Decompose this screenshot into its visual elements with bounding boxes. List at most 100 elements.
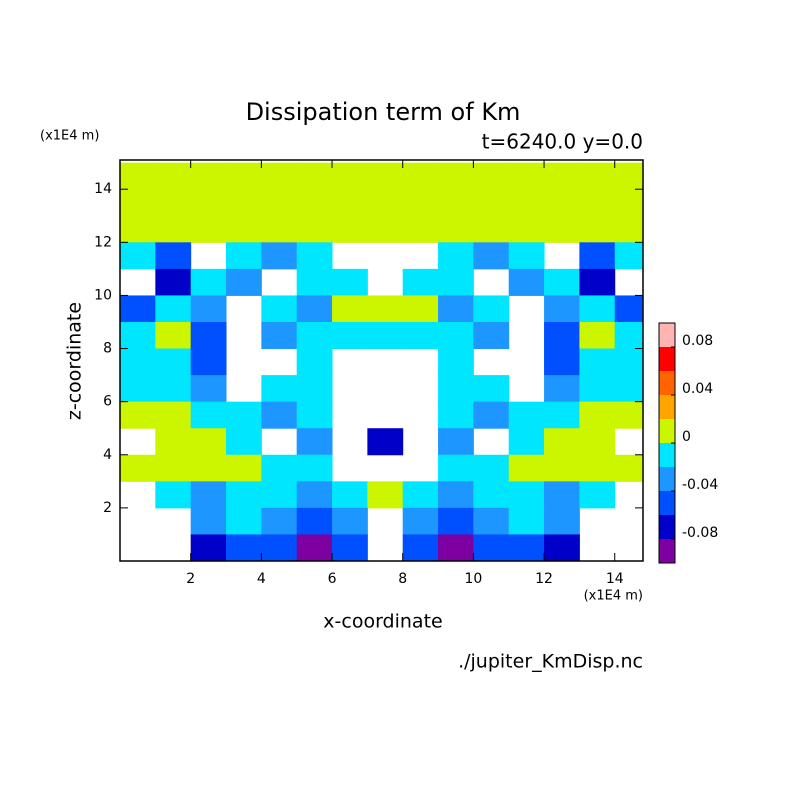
contour-cell [120, 401, 156, 429]
contour-cell [332, 215, 368, 243]
x-tick-label: 2 [186, 571, 195, 587]
contour-cell [367, 162, 404, 190]
contour-cell [190, 534, 227, 562]
x-unit: (x1E4 m) [584, 589, 643, 604]
contour-cell [190, 295, 227, 323]
contour-cell [296, 507, 333, 535]
contour-cell [473, 189, 510, 217]
colorbar-tick-label: 0.08 [682, 333, 713, 349]
contour-cell [438, 348, 474, 376]
colorbar-tick-label: -0.08 [682, 525, 718, 541]
contour-cell [296, 428, 333, 456]
contour-cell [367, 215, 404, 243]
contour-cell [367, 321, 404, 350]
contour-cell [332, 321, 368, 350]
contour-cell [296, 534, 333, 562]
contour-cell [332, 268, 368, 296]
contour-cell [190, 215, 227, 243]
contour-cell [438, 295, 474, 323]
y-tick-label: 6 [103, 394, 112, 410]
contour-cell [332, 162, 368, 190]
contour-cell [226, 215, 262, 243]
contour-cell [190, 507, 227, 535]
contour-cell [155, 481, 192, 509]
contour-cell [226, 481, 262, 509]
contour-cell [544, 481, 580, 509]
contour-cell [614, 375, 644, 403]
colorbar-bin [659, 347, 675, 371]
contour-cell [544, 375, 580, 403]
contour-cell [120, 162, 156, 190]
contour-cell [261, 215, 298, 243]
contour-cell [614, 321, 644, 350]
contour-cell [226, 534, 262, 562]
contour-cell [438, 242, 474, 270]
contour-cell [261, 507, 298, 535]
contour-cell [508, 215, 545, 243]
contour-cell [473, 401, 510, 429]
x-tick-label: 6 [328, 571, 337, 587]
contour-cell [226, 401, 262, 429]
y-tick-label: 4 [103, 447, 112, 463]
contour-cell [438, 454, 474, 482]
contour-cell [402, 321, 439, 350]
contour-cell [226, 189, 262, 217]
contour-cell [614, 401, 644, 429]
contour-cell [296, 295, 333, 323]
contour-cell [579, 348, 616, 376]
contour-cell [155, 321, 192, 350]
contour-cell [508, 534, 545, 562]
contour-cell [438, 375, 474, 403]
contour-cell [155, 268, 192, 296]
source-label: ./jupiter_KmDisp.nc [458, 651, 643, 673]
contour-cell [155, 375, 192, 403]
contour-cell [226, 428, 262, 456]
contour-cell [544, 428, 580, 456]
contour-cell [473, 215, 510, 243]
contour-cell [190, 481, 227, 509]
contour-cell [544, 454, 580, 482]
contour-cell [190, 428, 227, 456]
contour-cell [614, 454, 644, 482]
contour-cell [402, 189, 439, 217]
contour-cell [438, 534, 474, 562]
contour-cell [155, 242, 192, 270]
contour-cell [261, 321, 298, 350]
contour-cell [508, 454, 545, 482]
contour-cell [190, 401, 227, 429]
contour-cell [438, 162, 474, 190]
colorbar-tick-label: -0.04 [682, 477, 718, 493]
contour-cell [296, 242, 333, 270]
contour-cell [473, 375, 510, 403]
contour-cell [579, 268, 616, 296]
contour-cell [579, 321, 616, 350]
chart-subtitle: t=6240.0 y=0.0 [482, 130, 643, 154]
contour-cell [402, 534, 439, 562]
contour-cell [579, 189, 616, 217]
contour-cell [155, 215, 192, 243]
colorbar-tick-label: 0.04 [682, 381, 713, 397]
contour-cell [508, 507, 545, 535]
contour-cell [261, 375, 298, 403]
contour-cell [226, 242, 262, 270]
colorbar-tick-label: 0 [682, 429, 691, 445]
colorbar-bin [659, 371, 675, 395]
contour-cell [438, 401, 474, 429]
contour-cell [120, 321, 156, 350]
y-unit: (x1E4 m) [40, 129, 99, 144]
contour-cell [544, 534, 580, 562]
contour-cell [508, 242, 545, 270]
contour-cell [332, 481, 368, 509]
y-tick-label: 10 [94, 287, 112, 303]
contour-cell [544, 321, 580, 350]
contour-cell [261, 189, 298, 217]
contour-cell [508, 189, 545, 217]
contour-cell [473, 295, 510, 323]
contour-cell [438, 507, 474, 535]
contour-cell [155, 428, 192, 456]
x-tick-label: 14 [606, 571, 624, 587]
contour-cell [579, 215, 616, 243]
contour-cell [473, 507, 510, 535]
colorbar-bin [659, 443, 675, 467]
y-tick-label: 12 [94, 234, 112, 250]
